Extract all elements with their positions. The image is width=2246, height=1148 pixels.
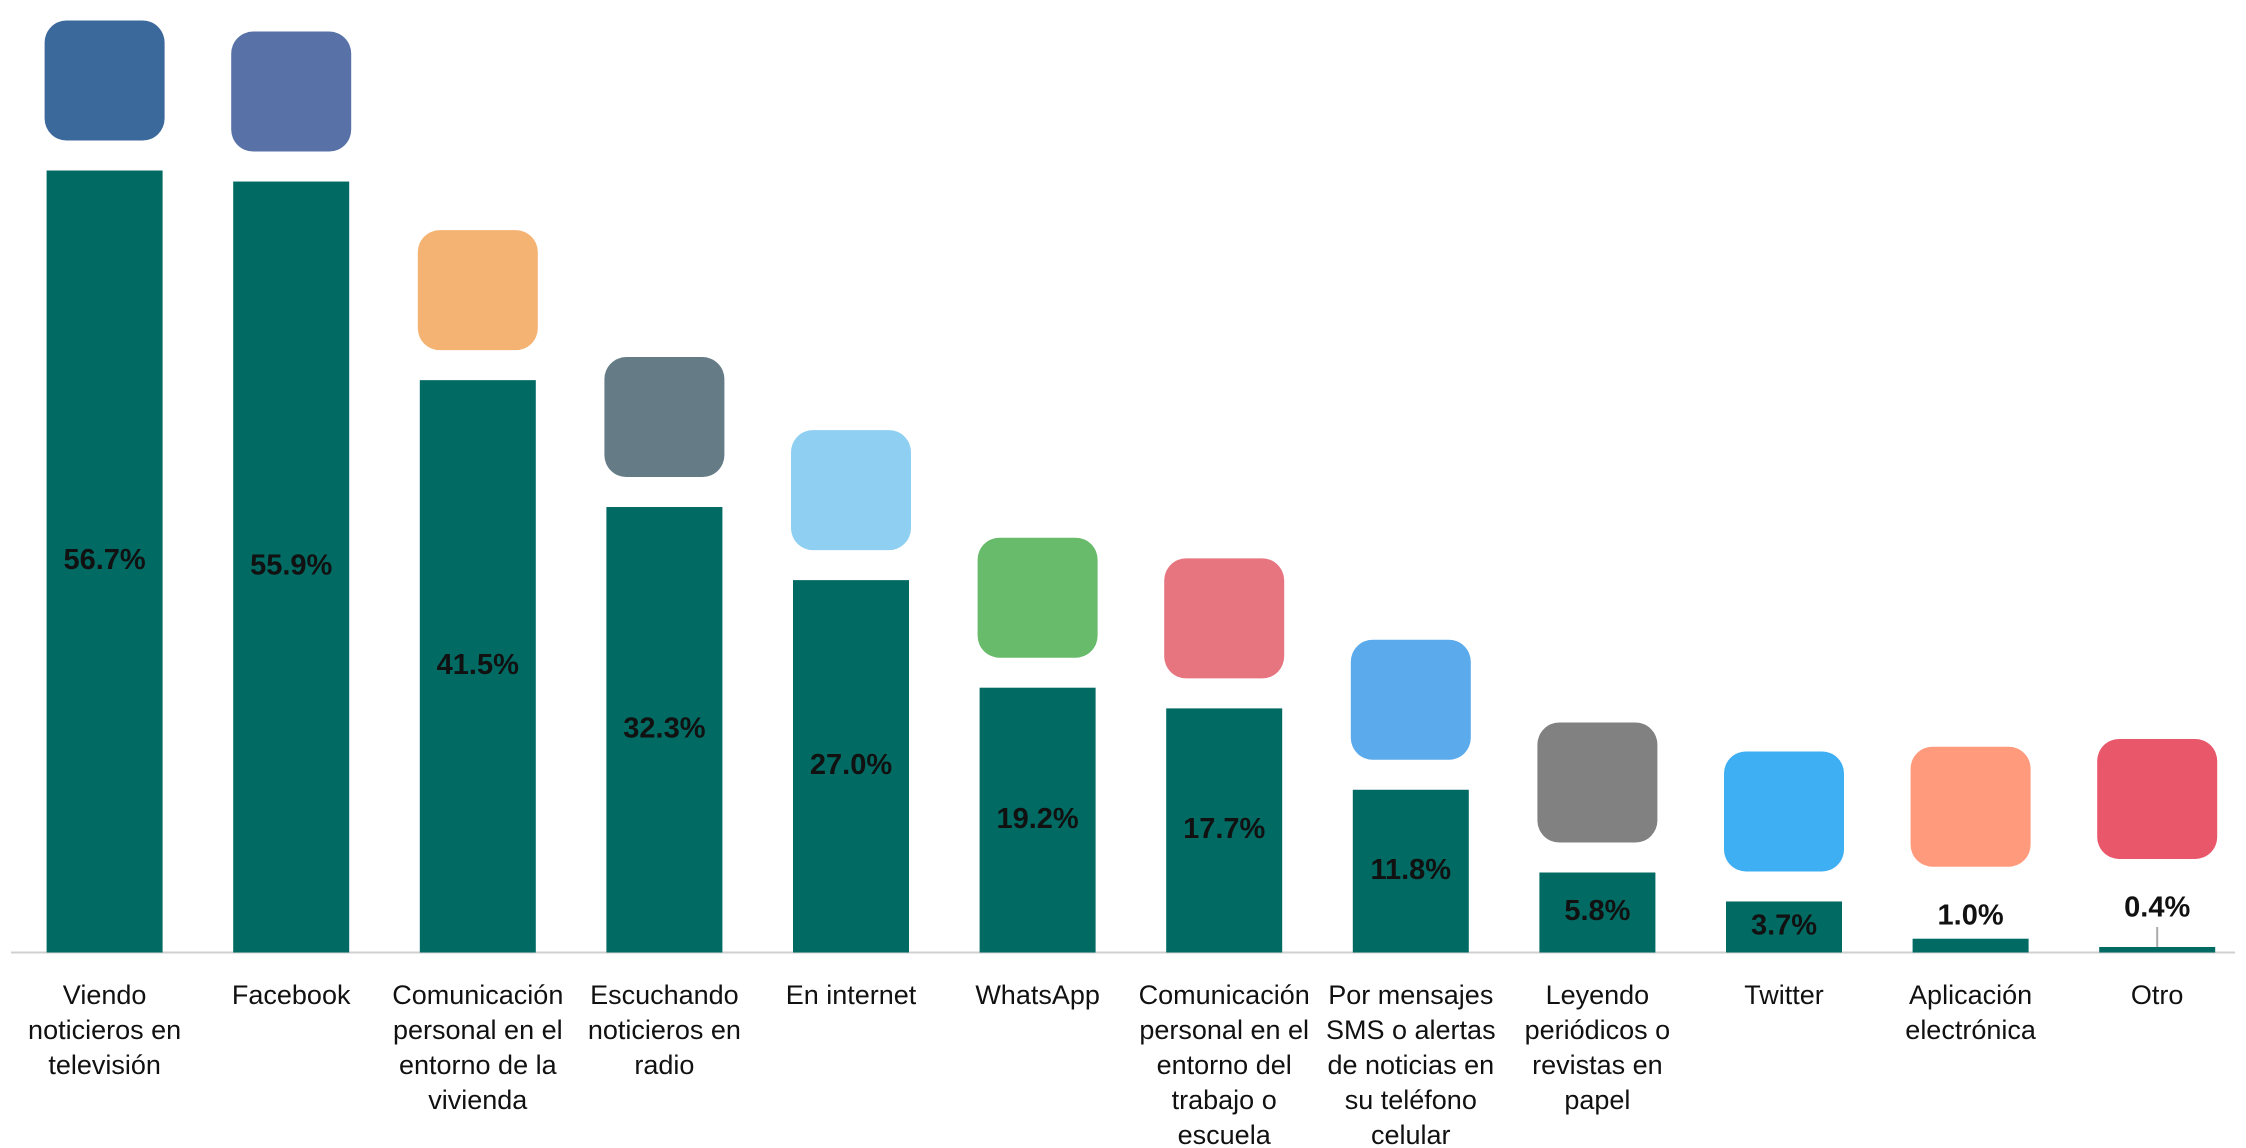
value-label: 55.9%	[250, 550, 332, 582]
bar	[979, 687, 1096, 953]
value-label: 5.8%	[1564, 895, 1630, 927]
icon	[417, 230, 538, 351]
x-tick-label: Leyendo periódicos o revistas en papel	[1524, 980, 1671, 1115]
value-label: 56.7%	[63, 544, 145, 576]
icon	[1910, 746, 2031, 867]
value-label: 0.4%	[2124, 892, 2190, 924]
icon	[231, 31, 352, 152]
bar	[1352, 789, 1469, 953]
x-tick-label: Comunicación personal en el entorno de l…	[392, 980, 564, 1115]
x-tick-label: Aplicación electrónica	[1905, 980, 2036, 1045]
icon	[1164, 558, 1285, 679]
icon	[604, 357, 725, 478]
bar	[2099, 946, 2216, 953]
bar	[1539, 872, 1656, 953]
bar	[1726, 901, 1842, 953]
x-tick-label: En internet	[785, 980, 917, 1010]
value-label: 1.0%	[1938, 899, 2004, 931]
value-label: 17.7%	[1183, 813, 1265, 845]
x-tick-label: WhatsApp	[975, 980, 1100, 1010]
x-tick-label: Otro	[2130, 980, 2184, 1010]
icon	[1537, 722, 1658, 843]
value-label: 32.3%	[623, 712, 705, 744]
value-label: 19.2%	[996, 803, 1078, 835]
icon	[2097, 738, 2218, 859]
bar	[419, 380, 536, 953]
bar	[606, 507, 723, 953]
x-tick-label: Twitter	[1744, 980, 1824, 1010]
icon	[1350, 639, 1471, 760]
icon	[977, 537, 1098, 658]
icon	[791, 430, 911, 551]
bar	[46, 170, 163, 953]
value-label: 11.8%	[1370, 854, 1451, 886]
value-label: 27.0%	[810, 749, 892, 781]
x-tick-label: Facebook	[231, 980, 351, 1010]
x-tick-label: Por mensajes SMS o alertas de noticias e…	[1326, 980, 1496, 1148]
x-tick-label: Escuchando noticieros en radio	[587, 980, 741, 1080]
icon	[1724, 751, 1844, 872]
bar	[233, 181, 350, 953]
bar	[1912, 938, 2029, 953]
bar	[793, 580, 909, 953]
x-tick-label: Viendo noticieros en televisión	[28, 980, 182, 1080]
x-tick-label: Comunicación personal en el entorno del …	[1138, 980, 1310, 1148]
icon	[44, 20, 165, 141]
value-label: 41.5%	[437, 649, 519, 681]
value-label: 3.7%	[1751, 910, 1817, 942]
bar	[1166, 708, 1283, 953]
